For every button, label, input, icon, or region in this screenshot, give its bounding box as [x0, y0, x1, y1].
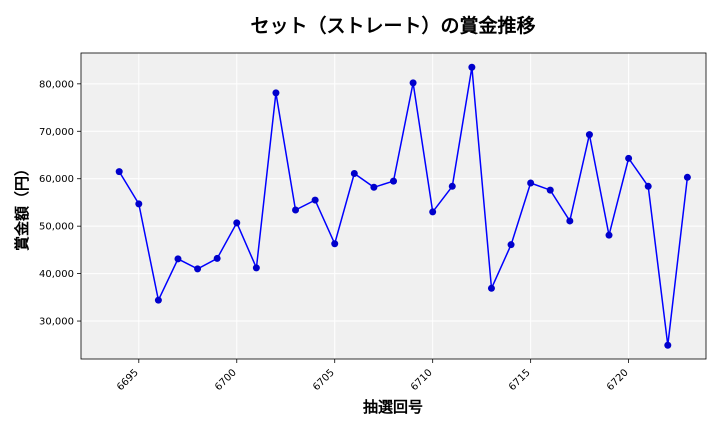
y-tick-label: 70,000	[39, 127, 74, 138]
data-point	[429, 208, 437, 216]
y-tick-label: 40,000	[39, 269, 74, 280]
data-point	[135, 200, 143, 208]
y-tick-label: 80,000	[39, 79, 74, 90]
y-axis: 30,000 40,000 50,000 60,000 70,000 80,000	[39, 79, 81, 328]
data-point	[350, 170, 358, 178]
grid-lines	[81, 53, 706, 359]
data-point	[585, 131, 593, 139]
y-tick-label: 50,000	[39, 222, 74, 233]
data-point	[448, 182, 456, 190]
data-point	[566, 217, 574, 225]
series-line	[118, 67, 689, 346]
data-point	[252, 264, 260, 272]
data-point	[213, 254, 221, 262]
series-layer	[115, 63, 691, 349]
plot-area	[81, 53, 706, 359]
data-point	[292, 206, 300, 214]
data-point	[154, 296, 162, 304]
x-axis-label: 抽選回号	[363, 398, 423, 416]
data-point	[311, 196, 319, 204]
data-point	[272, 89, 280, 97]
y-tick-label: 60,000	[39, 174, 74, 185]
y-tick-label: 30,000	[39, 317, 74, 328]
x-tick-label: 6705	[311, 367, 337, 393]
data-point	[390, 177, 397, 185]
data-point	[194, 265, 202, 273]
data-point	[233, 219, 241, 227]
y-axis-label: 賞金額（円）	[13, 161, 31, 251]
data-point	[507, 241, 515, 249]
x-tick-label: 6695	[115, 367, 141, 393]
data-point	[625, 154, 633, 162]
data-point	[331, 240, 339, 248]
data-point	[664, 341, 672, 349]
data-point	[409, 79, 417, 87]
data-point	[115, 168, 123, 176]
x-axis: 6695 6700 6705 6710 6715 6720	[115, 359, 631, 393]
x-tick-label: 6720	[605, 367, 631, 393]
data-point	[644, 182, 652, 190]
data-point	[683, 173, 691, 181]
data-point	[174, 255, 182, 263]
data-point	[487, 284, 495, 292]
data-point	[546, 186, 554, 194]
x-tick-label: 6710	[409, 367, 435, 393]
chart-title: セット（ストレート）の賞金推移	[250, 14, 535, 37]
data-point	[370, 183, 378, 191]
data-point	[468, 63, 476, 71]
data-point	[605, 231, 613, 239]
x-tick-label: 6700	[213, 367, 239, 393]
plot-frame	[80, 52, 707, 360]
x-tick-label: 6715	[507, 367, 533, 393]
data-point	[527, 179, 535, 187]
